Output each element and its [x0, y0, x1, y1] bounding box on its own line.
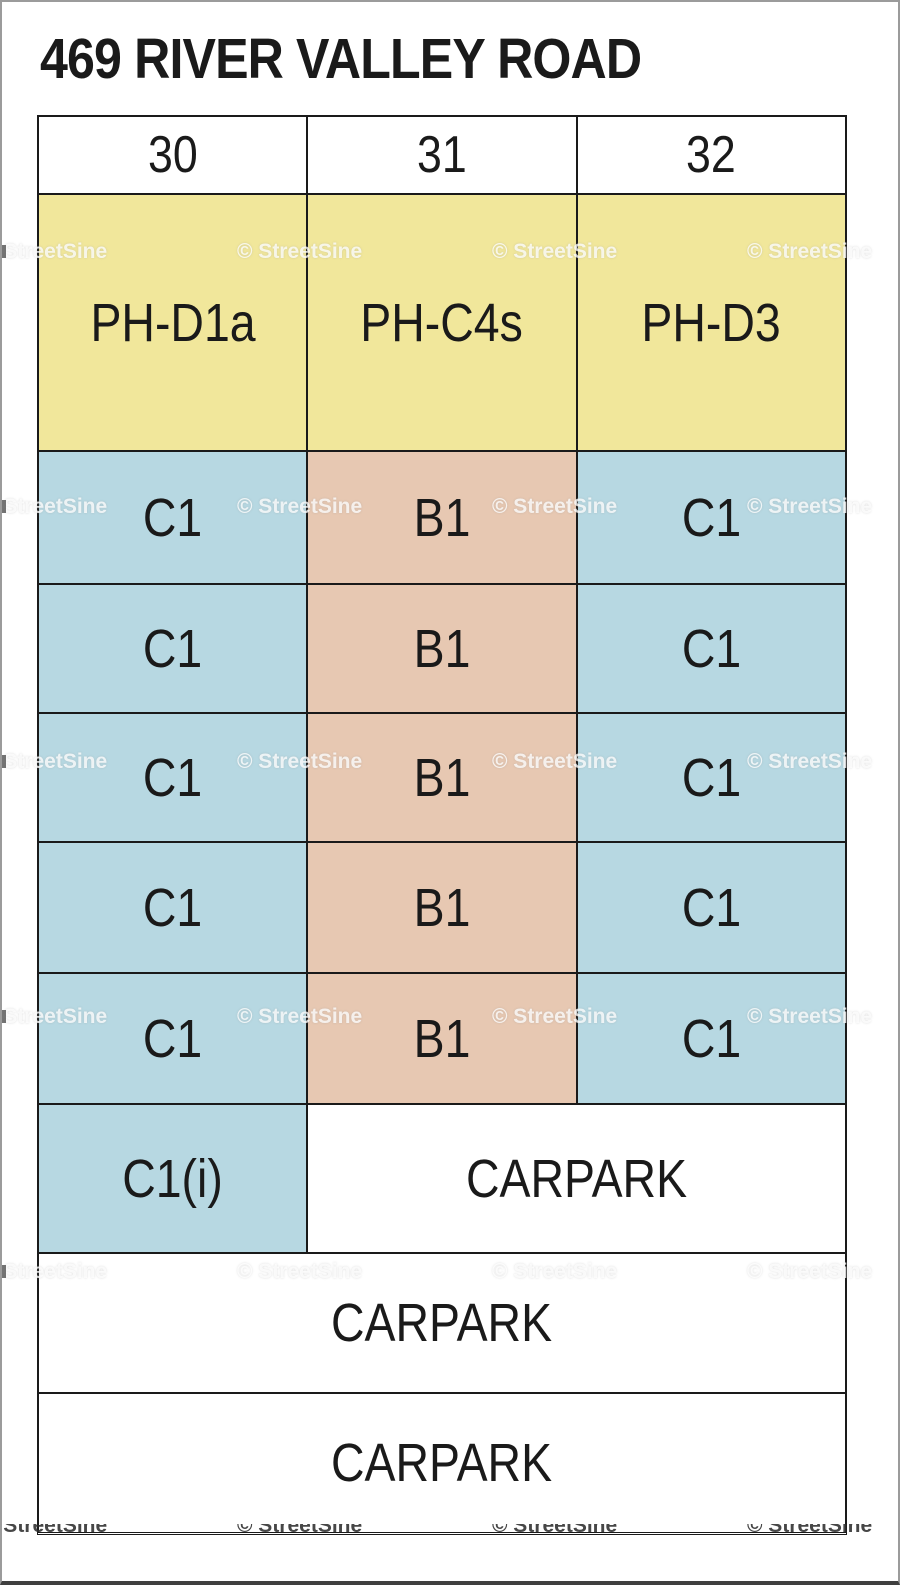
unit-type-label: B1 — [413, 1008, 471, 1069]
stack-number: 30 — [147, 126, 198, 184]
unit-cell: C1 — [576, 842, 846, 973]
unit-cell: C1(i) — [38, 1104, 308, 1253]
unit-cell: C1 — [576, 584, 846, 713]
stack-header-32: 32 — [576, 116, 846, 194]
page-title: 469 RIVER VALLEY ROAD — [40, 27, 642, 91]
unit-cell: C1 — [576, 451, 846, 584]
stack-header-31: 31 — [307, 116, 577, 194]
carpark-label: CARPARK — [331, 1293, 553, 1353]
unit-type-label: C1 — [142, 618, 203, 679]
stack-header-30: 30 — [38, 116, 308, 194]
unit-cell: B1 — [307, 973, 577, 1104]
unit-type-label: C1 — [142, 877, 203, 938]
unit-cell: B1 — [307, 584, 577, 713]
unit-cell: B1 — [307, 713, 577, 842]
unit-type-label: C1 — [142, 747, 203, 808]
unit-type-label: C1 — [681, 747, 742, 808]
unit-type-label: C1 — [681, 1008, 742, 1069]
unit-type-label: C1 — [681, 618, 742, 679]
unit-cell: C1 — [576, 973, 846, 1104]
unit-type-label: B1 — [413, 747, 471, 808]
stack-number: 31 — [417, 126, 467, 184]
unit-cell: C1 — [576, 713, 846, 842]
unit-type-label: PH-D3 — [641, 292, 782, 353]
unit-cell: C1 — [38, 842, 308, 973]
unit-type-label: C1 — [681, 877, 742, 938]
unit-type-label: PH-D1a — [90, 292, 256, 353]
watermark-edge-fragment — [0, 1010, 6, 1023]
unit-type-label: C1 — [681, 487, 742, 548]
unit-cell: B1 — [307, 842, 577, 973]
stack-table: 30 31 32 PH-D1a PH-C4s PH-D3 C1 B1 C1 C1… — [37, 115, 847, 1535]
watermark-edge-fragment — [0, 755, 6, 768]
unit-type-label: PH-C4s — [360, 292, 524, 353]
unit-cell-penthouse: PH-C4s — [307, 194, 577, 451]
unit-cell: C1 — [38, 584, 308, 713]
watermark-edge-fragment — [0, 245, 6, 258]
carpark-cell: CARPARK — [38, 1393, 846, 1533]
unit-type-label: C1 — [142, 1008, 203, 1069]
watermark-edge-fragment — [0, 1265, 6, 1278]
unit-cell: B1 — [307, 451, 577, 584]
watermark-edge-fragment — [0, 500, 6, 513]
unit-cell: C1 — [38, 451, 308, 584]
stack-number: 32 — [686, 126, 737, 184]
unit-type-label: C1 — [142, 487, 203, 548]
unit-cell-penthouse: PH-D1a — [38, 194, 308, 451]
carpark-cell: CARPARK — [307, 1104, 846, 1253]
carpark-label: CARPARK — [331, 1433, 553, 1493]
unit-type-label: B1 — [413, 877, 471, 938]
carpark-label: CARPARK — [466, 1148, 688, 1209]
unit-type-label: B1 — [413, 487, 471, 548]
unit-type-label: C1(i) — [122, 1148, 223, 1209]
carpark-cell: CARPARK — [38, 1253, 846, 1393]
unit-cell-penthouse: PH-D3 — [576, 194, 846, 451]
unit-cell: C1 — [38, 713, 308, 842]
unit-cell: C1 — [38, 973, 308, 1104]
unit-type-label: B1 — [413, 618, 471, 679]
